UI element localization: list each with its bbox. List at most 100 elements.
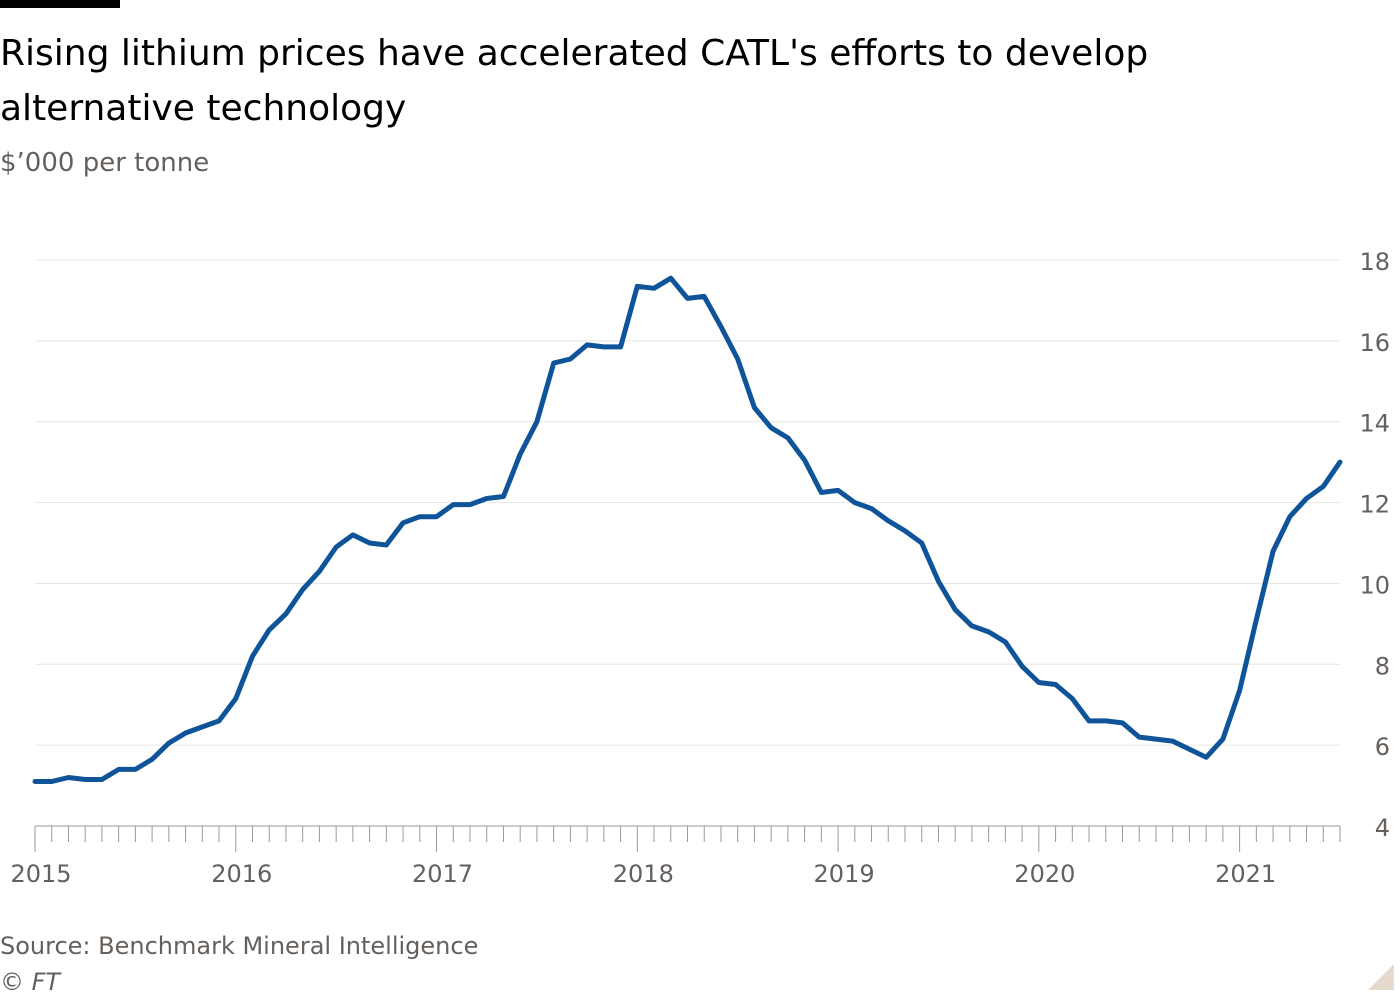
corner-mark (1368, 964, 1394, 990)
data-point (217, 718, 222, 723)
data-point (869, 506, 874, 511)
data-point (1120, 720, 1125, 725)
data-point (601, 344, 606, 349)
data-point (49, 779, 54, 784)
data-point (300, 587, 305, 592)
data-point (267, 627, 272, 632)
data-point (1321, 484, 1326, 489)
y-tick-label: 4 (1375, 814, 1390, 842)
data-point (1237, 688, 1242, 693)
data-point (1287, 514, 1292, 519)
y-tick-label: 14 (1359, 410, 1390, 438)
data-point (66, 775, 71, 780)
data-point (384, 543, 389, 548)
data-point (1137, 735, 1142, 740)
data-point (819, 490, 824, 495)
data-point (1103, 718, 1108, 723)
data-point (317, 569, 322, 574)
data-point (986, 629, 991, 634)
data-point (936, 579, 941, 584)
y-tick-label: 12 (1359, 491, 1390, 519)
data-point (1254, 617, 1259, 622)
data-point (1036, 680, 1041, 685)
data-point (919, 541, 924, 546)
data-point (618, 344, 623, 349)
data-point (133, 767, 138, 772)
data-point (116, 767, 121, 772)
data-point (200, 724, 205, 729)
top-accent-bar (0, 0, 120, 8)
data-point (735, 357, 740, 362)
data-point (33, 779, 38, 784)
data-point (836, 488, 841, 493)
x-tick-label: 2018 (613, 860, 674, 888)
data-point (1070, 696, 1075, 701)
data-point (417, 514, 422, 519)
data-point (685, 296, 690, 301)
copyright-note: © FT (0, 968, 61, 996)
x-tick-label: 2015 (10, 860, 71, 888)
data-point (99, 777, 104, 782)
x-tick-label: 2021 (1215, 860, 1276, 888)
data-point (769, 425, 774, 430)
data-point (233, 696, 238, 701)
y-tick-label: 18 (1359, 248, 1390, 276)
data-point (484, 496, 489, 501)
y-tick-label: 10 (1359, 571, 1390, 599)
data-point (1187, 747, 1192, 752)
source-note: Source: Benchmark Mineral Intelligence (0, 932, 479, 960)
data-point (350, 532, 355, 537)
data-point (166, 741, 171, 746)
data-point (568, 357, 573, 362)
data-point (401, 520, 406, 525)
data-point (1304, 496, 1309, 501)
data-point (585, 342, 590, 347)
chart-subtitle: $’000 per tonne (0, 148, 210, 178)
data-point (785, 435, 790, 440)
data-point (83, 777, 88, 782)
data-point (852, 500, 857, 505)
data-point (702, 294, 707, 299)
data-point (451, 502, 456, 507)
data-point (150, 757, 155, 762)
data-point (802, 458, 807, 463)
y-tick-label: 8 (1375, 652, 1390, 680)
data-point (367, 541, 372, 546)
data-point (903, 528, 908, 533)
x-tick-label: 2016 (211, 860, 272, 888)
series-line-lithium-price (32, 275, 1343, 784)
data-point (183, 731, 188, 736)
data-point (283, 611, 288, 616)
x-tick-label: 2020 (1014, 860, 1075, 888)
y-tick-label: 16 (1359, 329, 1390, 357)
data-point (635, 284, 640, 289)
data-point (1220, 737, 1225, 742)
data-point (1204, 755, 1209, 760)
chart-title: Rising lithium prices have accelerated C… (0, 33, 1149, 129)
y-tick-label: 6 (1375, 733, 1390, 761)
data-point (718, 324, 723, 329)
data-point (1003, 640, 1008, 645)
data-point (1020, 664, 1025, 669)
data-point (886, 518, 891, 523)
data-point (1087, 718, 1092, 723)
data-point (969, 623, 974, 628)
data-point (468, 502, 473, 507)
data-point (1338, 460, 1343, 465)
data-point (1271, 549, 1276, 554)
data-point (752, 405, 757, 410)
data-point (668, 276, 673, 281)
data-point (518, 452, 523, 457)
line-chart: 4 6 8 10 12 14 16 18 2015 2016 2017 2018 2019 2020 202… (10, 248, 1390, 888)
data-point (551, 361, 556, 366)
data-point (1053, 682, 1058, 687)
data-point (250, 654, 255, 659)
data-point (1153, 737, 1158, 742)
data-point (652, 286, 657, 291)
data-point (534, 419, 539, 424)
data-point (1170, 739, 1175, 744)
data-point (334, 545, 339, 550)
x-tick-label: 2017 (412, 860, 473, 888)
x-tick-label: 2019 (814, 860, 875, 888)
data-point (953, 607, 958, 612)
